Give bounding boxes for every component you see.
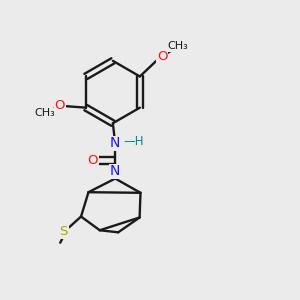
Text: —H: —H	[124, 135, 144, 148]
Text: N: N	[110, 136, 120, 151]
Text: CH₃: CH₃	[168, 41, 189, 51]
Text: S: S	[60, 225, 68, 238]
Text: O: O	[54, 99, 65, 112]
Text: N: N	[110, 164, 120, 178]
Text: CH₃: CH₃	[35, 108, 56, 118]
Text: O: O	[157, 50, 167, 63]
Text: O: O	[88, 154, 98, 167]
